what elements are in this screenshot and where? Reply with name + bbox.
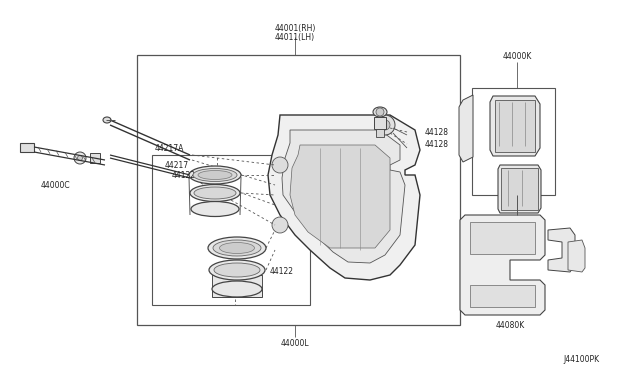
Circle shape [380,120,390,130]
Ellipse shape [189,166,241,184]
Bar [152,155,310,305]
Ellipse shape [103,117,111,123]
Ellipse shape [208,237,266,259]
Text: 44011(LH): 44011(LH) [275,32,315,42]
Bar [495,100,535,152]
Circle shape [74,152,86,164]
Ellipse shape [212,281,262,297]
Bar [501,168,538,210]
Ellipse shape [190,185,240,202]
Ellipse shape [194,187,236,199]
Polygon shape [490,96,540,156]
Circle shape [272,217,288,233]
Text: 44000C: 44000C [40,180,70,189]
Bar [212,275,262,297]
Circle shape [375,115,395,135]
Text: 44122: 44122 [270,267,294,276]
Polygon shape [268,115,420,280]
Ellipse shape [198,170,232,180]
Text: 44128: 44128 [425,128,449,137]
Bar [374,117,386,129]
Text: 44217A: 44217A [155,144,184,153]
Circle shape [376,108,384,116]
Ellipse shape [214,263,260,277]
Polygon shape [460,215,545,315]
Polygon shape [548,228,575,272]
Bar [376,129,384,137]
Ellipse shape [213,240,261,256]
Ellipse shape [220,243,255,253]
Text: 44122: 44122 [172,170,196,180]
Polygon shape [459,95,473,162]
Ellipse shape [191,202,239,217]
Polygon shape [290,145,390,248]
Circle shape [77,155,83,160]
Text: J44100PK: J44100PK [564,356,600,365]
Bar [20,143,34,152]
Bar [90,153,100,163]
Polygon shape [568,240,585,272]
Bar [472,88,555,195]
Text: 44000L: 44000L [281,340,309,349]
Circle shape [272,157,288,173]
Ellipse shape [209,260,265,280]
Bar [470,222,535,254]
Text: 44128: 44128 [425,140,449,148]
Text: 44000K: 44000K [502,51,532,61]
Polygon shape [498,165,541,213]
Bar [137,55,460,325]
Text: 44080K: 44080K [495,321,525,330]
Bar [470,285,535,307]
Ellipse shape [193,169,237,182]
Text: 44001(RH): 44001(RH) [275,23,316,32]
Text: 44217: 44217 [165,160,189,170]
Polygon shape [282,130,405,263]
Ellipse shape [373,107,387,117]
